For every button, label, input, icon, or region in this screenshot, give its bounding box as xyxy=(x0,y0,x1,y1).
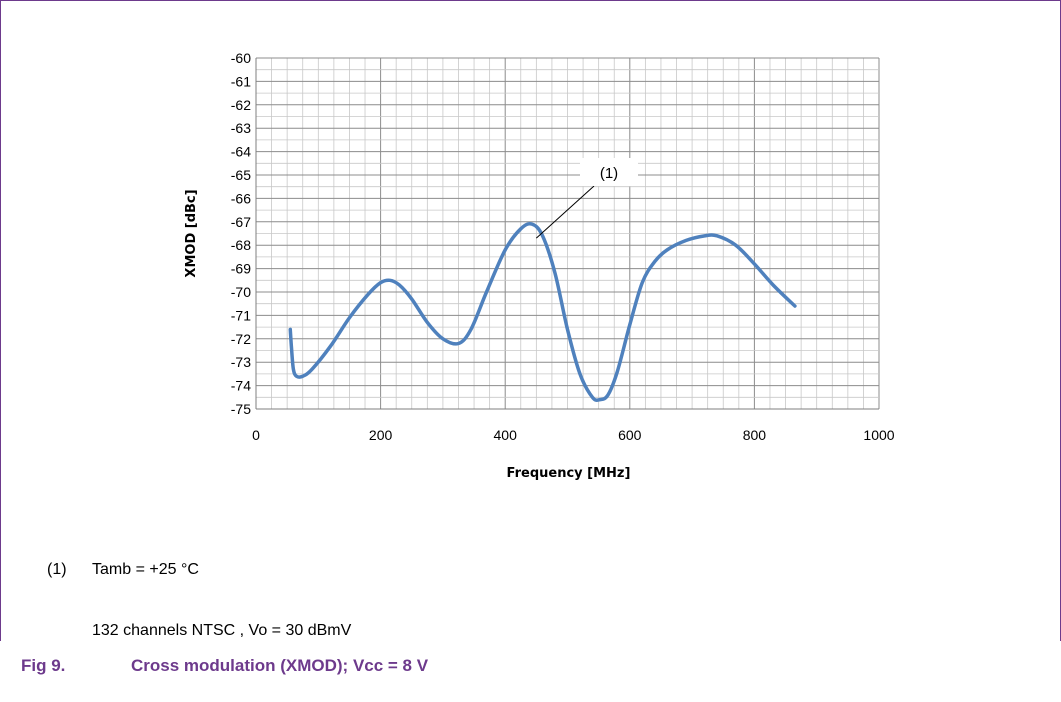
y-tick-label: -67 xyxy=(231,214,251,230)
x-tick-label: 0 xyxy=(252,427,260,443)
annotation-leader-line xyxy=(536,185,595,239)
note-marker: (1) xyxy=(47,561,67,578)
figure-title: Cross modulation (XMOD); Vcc = 8 V xyxy=(131,656,429,675)
y-tick-label: -66 xyxy=(231,190,251,206)
x-axis-title: Frequency [MHz] xyxy=(507,466,631,481)
y-tick-label: -68 xyxy=(231,237,251,253)
x-tick-label: 400 xyxy=(494,427,518,443)
y-tick-label: -64 xyxy=(231,144,251,160)
x-tick-label: 600 xyxy=(618,427,642,443)
y-tick-label: -62 xyxy=(231,97,251,113)
annotation-label: (1) xyxy=(600,165,618,182)
y-tick-label: -70 xyxy=(231,284,251,300)
y-tick-label: -61 xyxy=(231,73,251,89)
y-tick-label: -60 xyxy=(231,50,251,66)
x-tick-label: 200 xyxy=(369,427,393,443)
chart: -60 -61 -62 -63 -64 -65 -66 -67 -68 -69 -70 -71 -72 -… xyxy=(184,50,895,481)
annotation-box xyxy=(580,158,638,186)
y-tick-label: -72 xyxy=(231,331,251,347)
x-tick-label: 1000 xyxy=(863,427,894,443)
series-line xyxy=(288,222,797,402)
y-tick-label: -71 xyxy=(231,307,251,323)
y-tick-label: -73 xyxy=(231,354,251,370)
note-condition: Tamb = +25 °C xyxy=(92,561,199,578)
figure-caption: Fig 9. Cross modulation (XMOD); Vcc = 8 V xyxy=(21,656,428,676)
x-tick-label: 800 xyxy=(743,427,767,443)
y-axis-title: XMOD [dBc] xyxy=(184,189,199,277)
y-tick-label: -69 xyxy=(231,261,251,277)
figure-label: Fig 9. xyxy=(21,656,66,675)
y-tick-label: -65 xyxy=(231,167,251,183)
y-tick-label: -75 xyxy=(231,401,251,417)
y-tick-label: -74 xyxy=(231,378,251,394)
note-channels: 132 channels NTSC , Vo = 30 dBmV xyxy=(92,622,352,639)
y-tick-label: -63 xyxy=(231,120,251,136)
